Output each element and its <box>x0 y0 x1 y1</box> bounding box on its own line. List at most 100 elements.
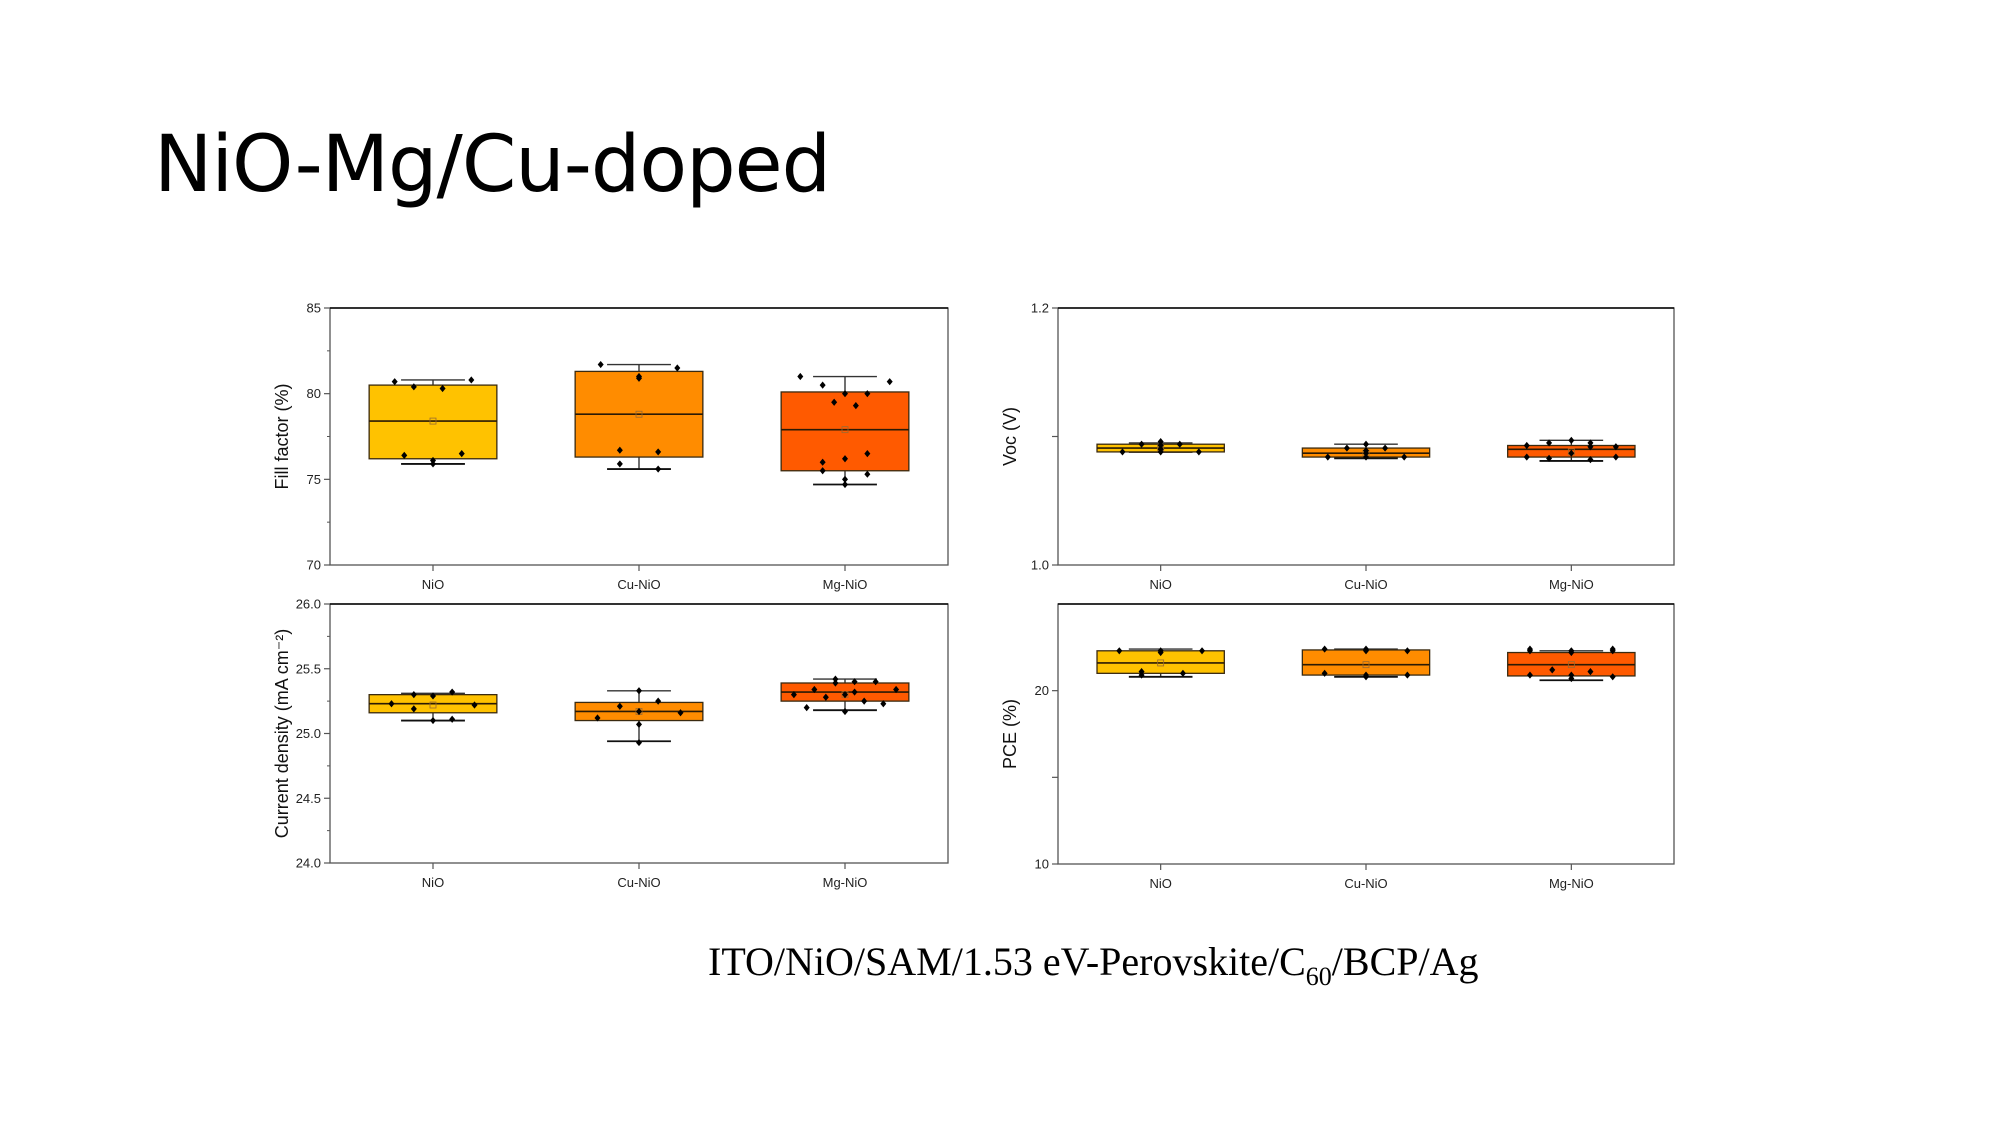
device-structure-caption: ITO/NiO/SAM/1.53 eV-Perovskite/C60/BCP/A… <box>708 938 1479 992</box>
box-nio <box>1096 647 1225 679</box>
data-point <box>674 364 681 372</box>
caption-text-end: /BCP/Ag <box>1331 939 1479 984</box>
x-tick-label: Cu-NiO <box>1344 577 1387 592</box>
x-tick-label: NiO <box>422 875 444 890</box>
data-point <box>803 704 810 712</box>
data-point <box>1404 671 1411 679</box>
data-point <box>1363 453 1369 461</box>
chart-fill-factor: 70 75 80 85 Fill factor (%) NiO Cu-NiO Mg-NiO <box>272 301 949 592</box>
x-tick-label: Mg-NiO <box>1549 876 1594 891</box>
data-point <box>616 460 623 468</box>
data-point <box>1568 449 1575 457</box>
data-point <box>430 692 436 700</box>
y-tick-label: 75 <box>307 472 321 487</box>
data-point <box>1609 673 1616 681</box>
data-point <box>1199 647 1206 655</box>
data-point <box>819 467 826 475</box>
data-point <box>677 709 684 717</box>
data-point <box>1568 436 1575 444</box>
data-point <box>1176 440 1183 448</box>
data-point <box>655 465 662 473</box>
data-point <box>797 372 804 381</box>
x-tick-label: NiO <box>422 577 444 592</box>
data-point <box>864 470 871 478</box>
data-point <box>822 693 829 701</box>
box-nio <box>368 688 498 725</box>
caption-text: ITO/NiO/SAM/1.53 eV-Perovskite/C <box>708 939 1306 984</box>
x-tick-label: Cu-NiO <box>617 577 660 592</box>
x-tick-label: Cu-NiO <box>617 875 660 890</box>
y-tick-label: 24.5 <box>296 791 321 806</box>
data-point <box>1119 448 1126 456</box>
box-cu-nio <box>574 360 704 473</box>
y-tick-label: 70 <box>307 558 321 573</box>
data-point <box>468 376 475 384</box>
data-point <box>842 707 848 716</box>
data-point <box>1404 647 1411 655</box>
data-point <box>1363 440 1369 448</box>
data-point <box>1526 671 1533 679</box>
data-point <box>616 446 623 454</box>
data-point <box>1523 453 1530 461</box>
y-axis-label: Fill factor (%) <box>272 383 292 489</box>
x-tick-label: Mg-NiO <box>823 875 868 890</box>
data-point <box>401 451 408 459</box>
data-point <box>1157 438 1164 446</box>
data-point <box>1363 673 1369 681</box>
data-point <box>1157 448 1164 456</box>
data-point <box>1195 448 1202 456</box>
data-point <box>636 738 642 747</box>
data-point <box>1526 647 1533 655</box>
y-tick-label: 10 <box>1035 857 1049 872</box>
y-tick-label: 1.0 <box>1031 558 1049 573</box>
data-point <box>1523 441 1530 450</box>
chart-current-density: 24.0 24.5 25.0 25.5 26.0 Current density (mA … <box>272 597 949 890</box>
y-tick-label: 24.0 <box>296 856 321 871</box>
data-point <box>449 715 456 723</box>
chart-voc: 1.0 1.2 Voc (V) NiO Cu-NiO Mg-NiO <box>1000 301 1675 592</box>
plot-frame <box>1057 307 1675 566</box>
box-mg-nio <box>1507 645 1636 683</box>
data-point <box>1382 444 1389 452</box>
y-tick-label: 80 <box>307 386 321 401</box>
data-point <box>1549 666 1556 674</box>
data-point <box>1587 456 1594 464</box>
data-point <box>819 381 826 389</box>
x-tick-label: NiO <box>1149 876 1171 891</box>
x-tick-label: Mg-NiO <box>1549 577 1594 592</box>
box-nio <box>368 376 498 468</box>
data-point <box>842 480 848 489</box>
data-point <box>831 398 838 406</box>
data-point <box>1321 669 1328 677</box>
data-point <box>1157 441 1164 450</box>
box-mg-nio <box>780 372 910 489</box>
data-point <box>1157 648 1164 657</box>
plot-frame <box>1057 603 1675 865</box>
data-point <box>1587 439 1594 447</box>
data-point <box>1401 453 1408 461</box>
chart-pce: 10 20 PCE (%) NiO Cu-NiO Mg-NiO <box>1000 603 1675 891</box>
x-tick-label: Cu-NiO <box>1344 876 1387 891</box>
y-tick-label: 25.0 <box>296 726 321 741</box>
caption-subscript: 60 <box>1305 962 1332 991</box>
y-axis-label: PCE (%) <box>1000 699 1020 769</box>
data-point <box>851 688 858 696</box>
data-point <box>597 360 604 369</box>
x-tick-label: Mg-NiO <box>823 577 868 592</box>
data-point <box>1568 648 1575 657</box>
slide-title: NiO-Mg/Cu-doped <box>154 120 831 210</box>
data-point <box>439 384 446 393</box>
data-point <box>872 678 879 686</box>
data-point <box>655 697 662 705</box>
data-point <box>594 714 601 722</box>
data-point <box>811 685 818 694</box>
data-point <box>1612 443 1619 451</box>
data-point <box>851 678 858 686</box>
y-axis-label: Voc (V) <box>1000 407 1020 466</box>
box-mg-nio <box>780 675 910 716</box>
data-point <box>430 460 436 468</box>
data-point <box>636 720 642 729</box>
data-point <box>886 378 893 386</box>
data-point <box>861 697 868 705</box>
data-point <box>471 701 478 709</box>
